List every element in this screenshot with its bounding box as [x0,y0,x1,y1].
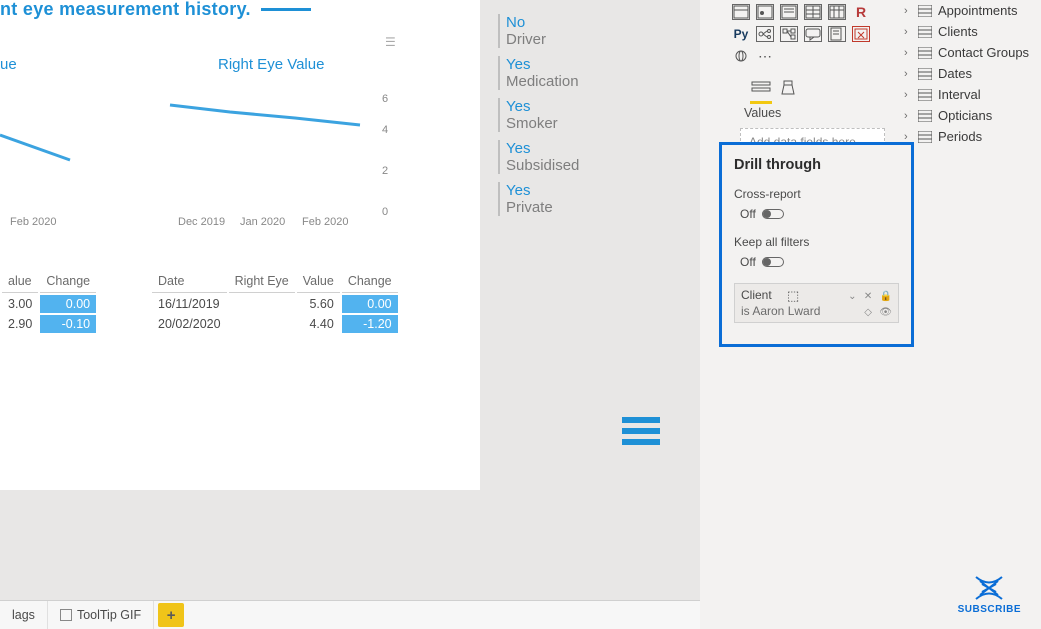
viz-more-icon[interactable]: ⋯ [756,48,774,64]
field-opticians[interactable]: ›Opticians [900,105,1041,126]
keep-filters-toggle[interactable]: Off [734,255,899,269]
menu-button[interactable] [622,412,660,450]
svg-text:Dec 2019: Dec 2019 [178,216,225,228]
chevron-right-icon: › [904,5,912,17]
tag-medication: YesMedication [498,56,579,90]
toggle-switch[interactable] [762,209,784,219]
close-icon[interactable]: ✕ [864,291,872,302]
title-bar: nt eye measurement history. [0,0,400,18]
subscribe-badge[interactable]: SUBSCRIBE [958,575,1021,615]
eraser-icon[interactable]: ◇ [864,307,872,318]
svg-text:Feb 2020: Feb 2020 [302,216,348,228]
cursor-icon: ⬚ [787,288,801,304]
left-chart-title: ue [0,56,17,73]
tag-subsidised: YesSubsidised [498,140,579,174]
svg-text:4: 4 [382,124,388,136]
tag-smoker: YesSmoker [498,98,579,132]
field-dates[interactable]: ›Dates [900,63,1041,84]
viz-arcgis-icon[interactable] [732,48,750,64]
table-icon [918,5,932,17]
table-row: 3.000.00 [2,295,96,313]
values-label: Values [730,102,895,124]
eye-icon[interactable]: 👁 [879,307,892,318]
report-page: nt eye measurement history. ☰ ue Right E… [0,0,480,490]
page-icon [60,609,72,621]
field-value: is Aaron Lward [741,304,820,318]
fields-tab[interactable] [750,80,772,98]
x-tick: Feb 2020 [10,216,56,228]
page-tab-tooltip-gif[interactable]: ToolTip GIF [48,601,154,629]
svg-text:0: 0 [382,206,388,218]
title-underline [261,8,311,11]
viz-decomp-icon[interactable] [780,26,798,42]
chevron-down-icon[interactable]: ⌄ [848,291,856,302]
drill-through-title: Drill through [734,157,899,173]
viz-keyinfluencer-icon[interactable] [756,26,774,42]
field-name: Client [741,288,772,302]
viz-qa-icon[interactable] [804,26,822,42]
viz-kpi-icon[interactable] [756,4,774,20]
page-tab-bar: lags ToolTip GIF + [0,600,700,629]
field-format-tabs [730,68,895,102]
report-canvas: nt eye measurement history. ☰ ue Right E… [0,0,700,600]
toggle-switch[interactable] [762,257,784,267]
page-tab-lags[interactable]: lags [0,601,48,629]
svg-text:6: 6 [382,93,388,105]
lock-icon[interactable]: 🔒 [880,291,892,302]
table-row: 20/02/2020 4.40 -1.20 [152,315,398,333]
page-title: nt eye measurement history. [0,0,251,20]
right-chart-title: Right Eye Value [218,56,324,73]
add-page-button[interactable]: + [158,603,184,627]
field-appointments[interactable]: ›Appointments [900,0,1041,21]
left-line-chart[interactable]: Feb 2020 [0,80,120,240]
tag-private: YesPrivate [498,182,579,216]
grip-icon[interactable]: ☰ [385,35,396,49]
tags-panel: NoDriver YesMedication YesSmoker YesSubs… [498,14,579,224]
right-table[interactable]: Date Right Eye Value Change 16/11/2019 5… [150,268,400,335]
viz-matrix-icon[interactable] [828,4,846,20]
viz-python-icon[interactable]: Py [732,26,750,42]
cross-report-toggle[interactable]: Off [734,207,899,221]
viz-icon-grid: R Py ⋯ [730,0,895,68]
fields-list: ›Appointments ›Clients ›Contact Groups ›… [900,0,1041,147]
field-periods[interactable]: ›Periods [900,126,1041,147]
viz-card-icon[interactable] [732,4,750,20]
drill-field-card[interactable]: Client ⌄ ✕ 🔒 is Aaron Lward ◇ 👁 ⬚ [734,283,899,323]
cross-report-label: Cross-report [734,187,899,201]
right-line-chart[interactable]: 6 4 2 0 Dec 2019 Jan 2020 Feb 2020 [150,80,410,240]
viz-custom-icon[interactable] [852,26,870,42]
viz-table-icon[interactable] [804,4,822,20]
table-row: 16/11/2019 5.60 0.00 [152,295,398,313]
field-interval[interactable]: ›Interval [900,84,1041,105]
viz-paginated-icon[interactable] [828,26,846,42]
viz-r-icon[interactable]: R [852,4,870,20]
field-contact-groups[interactable]: ›Contact Groups [900,42,1041,63]
left-table[interactable]: alueChange 3.000.00 2.90-0.10 [0,268,98,335]
format-tab[interactable] [778,80,800,98]
tag-driver: NoDriver [498,14,579,48]
table-row: 2.90-0.10 [2,315,96,333]
field-clients[interactable]: ›Clients [900,21,1041,42]
keep-filters-label: Keep all filters [734,235,899,249]
viz-slicer-icon[interactable] [780,4,798,20]
svg-text:Jan 2020: Jan 2020 [240,216,285,228]
dna-icon [972,575,1006,601]
drill-through-section: Drill through Cross-report Off Keep all … [719,142,914,347]
svg-text:2: 2 [382,165,388,177]
